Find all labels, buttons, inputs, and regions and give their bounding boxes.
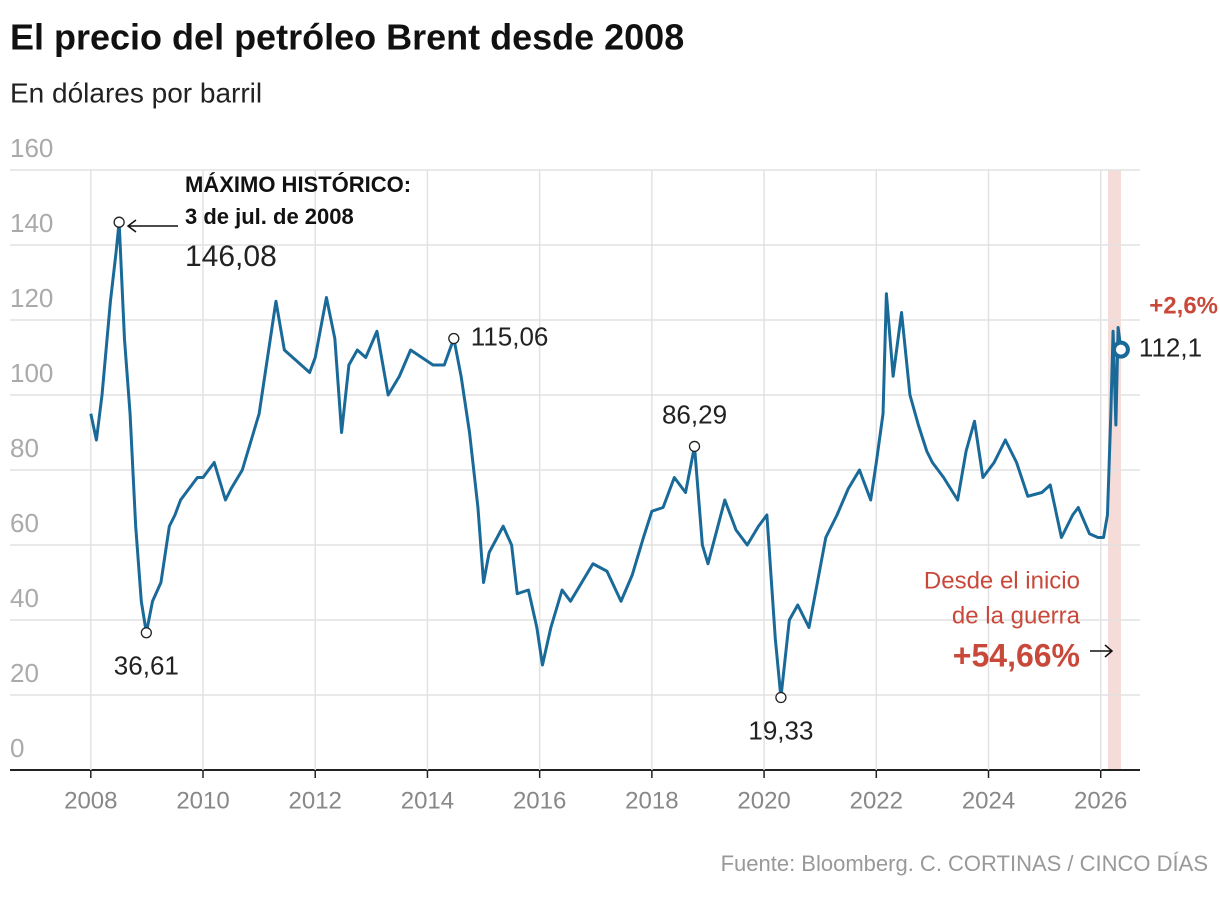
annotation: MÁXIMO HISTÓRICO: (185, 172, 411, 197)
y-tick-label: 140 (10, 208, 53, 238)
y-tick-label: 120 (10, 283, 53, 313)
y-tick-label: 60 (10, 508, 39, 538)
arrow (126, 219, 178, 233)
point-marker (688, 440, 701, 453)
annotation: de la guerra (952, 602, 1081, 629)
x-tick-label: 2014 (401, 787, 454, 814)
value-label: 112,1 (1139, 333, 1202, 363)
annotation: +54,66% (953, 637, 1080, 673)
point-marker (775, 691, 787, 704)
chart-subtitle: En dólares por barril (10, 77, 262, 108)
chart-title: El precio del petróleo Brent desde 2008 (10, 17, 684, 58)
y-tick-label: 0 (10, 733, 24, 763)
annotation: +2,6% (1149, 292, 1218, 319)
y-tick-label: 20 (10, 658, 39, 688)
price-line (89, 220, 1123, 700)
annotation: 3 de jul. de 2008 (185, 204, 354, 229)
x-tick-label: 2018 (625, 787, 678, 814)
annotation: Desde el inicio (924, 567, 1080, 594)
x-tick-label: 2020 (737, 787, 790, 814)
value-label: 86,29 (662, 399, 727, 429)
x-tick-label: 2022 (850, 787, 903, 814)
y-tick-label: 40 (10, 583, 39, 613)
value-label: 36,61 (114, 651, 179, 681)
x-tick-label: 2026 (1074, 787, 1127, 814)
x-tick-label: 2024 (962, 787, 1015, 814)
point-marker (140, 627, 152, 639)
x-tick-label: 2008 (64, 787, 117, 814)
y-tick-label: 100 (10, 358, 53, 388)
arrow (1090, 644, 1114, 658)
y-tick-label: 80 (10, 433, 39, 463)
value-label: 146,08 (185, 240, 277, 273)
x-tick-label: 2010 (176, 787, 229, 814)
source: Fuente: Bloomberg. C. CORTINAS / CINCO D… (721, 851, 1208, 876)
value-label: 115,06 (471, 321, 549, 351)
point-marker (448, 332, 460, 345)
x-tick-label: 2012 (289, 787, 342, 814)
value-label: 19,33 (748, 715, 813, 745)
x-tick-label: 2016 (513, 787, 566, 814)
y-tick-label: 160 (10, 133, 53, 163)
last-point (1111, 340, 1130, 359)
point-marker (113, 216, 125, 228)
